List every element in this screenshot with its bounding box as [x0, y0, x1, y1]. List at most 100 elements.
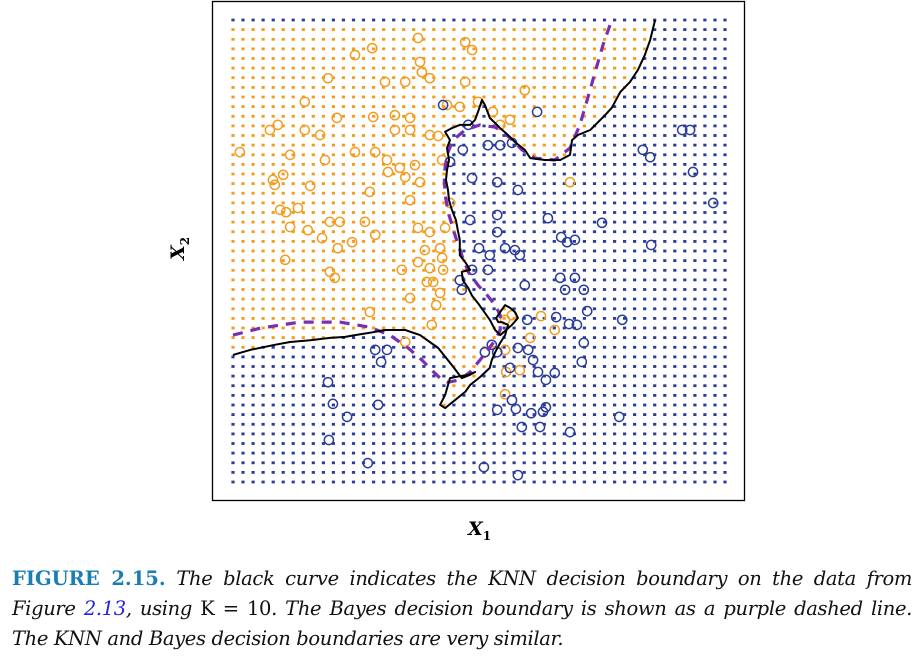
grid-dot-blue	[663, 47, 667, 51]
grid-dot-orange	[331, 76, 335, 80]
grid-dot-blue	[321, 18, 325, 22]
grid-dot-orange	[241, 249, 245, 253]
grid-dot-blue	[703, 57, 707, 60]
grid-dot-blue	[693, 413, 697, 416]
grid-dot-blue	[602, 163, 607, 166]
grid-dot-blue	[592, 134, 597, 137]
grid-dot-orange	[271, 153, 275, 157]
grid-dot-orange	[361, 66, 366, 70]
grid-dot-blue	[633, 76, 637, 80]
grid-dot-blue	[462, 471, 466, 474]
grid-dot-blue	[653, 413, 657, 416]
grid-dot-blue	[613, 345, 617, 349]
grid-dot-blue	[482, 307, 486, 311]
grid-dot-blue	[372, 461, 376, 465]
grid-dot-blue	[562, 259, 566, 262]
grid-dot-orange	[432, 326, 436, 330]
grid-dot-blue	[351, 374, 356, 378]
grid-dot-blue	[592, 220, 597, 224]
grid-dot-orange	[341, 288, 345, 291]
figure-reference-link[interactable]: 2.13	[83, 597, 126, 620]
grid-dot-blue	[723, 201, 727, 205]
grid-dot-orange	[291, 153, 295, 157]
grid-dot-orange	[231, 57, 235, 60]
grid-dot-orange	[512, 95, 516, 99]
grid-dot-orange	[572, 105, 576, 108]
grid-dot-orange	[261, 124, 265, 128]
grid-dot-orange	[321, 307, 325, 311]
grid-dot-blue	[723, 326, 727, 330]
grid-dot-blue	[693, 326, 697, 330]
grid-dot-orange	[291, 76, 295, 80]
grid-dot-orange	[331, 288, 335, 291]
grid-dot-orange	[231, 307, 235, 311]
grid-dot-orange	[372, 95, 376, 99]
grid-dot-blue	[592, 461, 597, 465]
grid-dot-blue	[562, 163, 566, 166]
grid-dot-blue	[643, 211, 647, 214]
grid-dot-orange	[231, 259, 235, 262]
grid-dot-orange	[522, 37, 526, 41]
grid-dot-blue	[602, 182, 607, 185]
grid-dot-blue	[693, 105, 697, 108]
grid-dot-blue	[663, 86, 667, 89]
grid-dot-blue	[502, 230, 506, 234]
y-axis-label-subscript: 2	[177, 236, 192, 246]
grid-dot-blue	[683, 191, 687, 195]
grid-dot-orange	[472, 66, 476, 70]
grid-dot-blue	[372, 480, 376, 484]
grid-dot-blue	[462, 442, 466, 445]
grid-dot-orange	[452, 28, 456, 31]
grid-dot-blue	[532, 384, 536, 388]
grid-dot-orange	[311, 153, 315, 157]
grid-dot-orange	[311, 37, 315, 41]
grid-dot-blue	[693, 355, 697, 359]
point-orange	[316, 232, 328, 244]
grid-dot-blue	[582, 374, 586, 378]
grid-dot-blue	[392, 413, 396, 416]
grid-dot-orange	[241, 37, 245, 41]
grid-dot-blue	[713, 66, 717, 70]
grid-dot-blue	[613, 480, 617, 484]
grid-dot-orange	[462, 317, 466, 320]
point-orange	[441, 99, 453, 111]
grid-dot-blue	[382, 394, 386, 397]
grid-dot-orange	[432, 278, 436, 282]
grid-dot-orange	[341, 249, 345, 253]
grid-dot-blue	[502, 432, 506, 436]
grid-dot-orange	[271, 114, 275, 118]
grid-dot-blue	[382, 422, 386, 426]
grid-dot-blue	[592, 471, 597, 474]
grid-dot-orange	[261, 114, 265, 118]
grid-dot-blue	[542, 211, 546, 214]
grid-dot-blue	[653, 278, 657, 282]
grid-dot-blue	[261, 422, 265, 426]
grid-dot-orange	[522, 134, 526, 137]
grid-dot-blue	[472, 278, 476, 282]
grid-dot-blue	[602, 307, 607, 311]
grid-dot-blue	[231, 432, 235, 436]
grid-dot-blue	[271, 442, 275, 445]
grid-dot-blue	[301, 374, 305, 378]
grid-dot-blue	[633, 105, 637, 108]
grid-dot-orange	[592, 57, 597, 60]
grid-dot-blue	[602, 442, 607, 445]
grid-dot-blue	[562, 394, 566, 397]
grid-dot-blue	[683, 413, 687, 416]
grid-dot-orange	[452, 76, 456, 80]
grid-dot-blue	[663, 403, 667, 407]
grid-dot-blue	[472, 182, 476, 185]
point-orange	[504, 114, 516, 126]
grid-dot-blue	[422, 422, 426, 426]
grid-dot-orange	[311, 278, 315, 282]
grid-dot-blue	[241, 432, 245, 436]
grid-dot-orange	[522, 28, 526, 31]
grid-dot-blue	[653, 134, 657, 137]
grid-dot-blue	[683, 345, 687, 349]
grid-dot-orange	[251, 268, 255, 272]
grid-dot-orange	[301, 37, 305, 41]
grid-dot-blue	[542, 249, 546, 253]
grid-dot-orange	[542, 124, 546, 128]
grid-dot-blue	[623, 422, 627, 426]
grid-dot-blue	[562, 384, 566, 388]
